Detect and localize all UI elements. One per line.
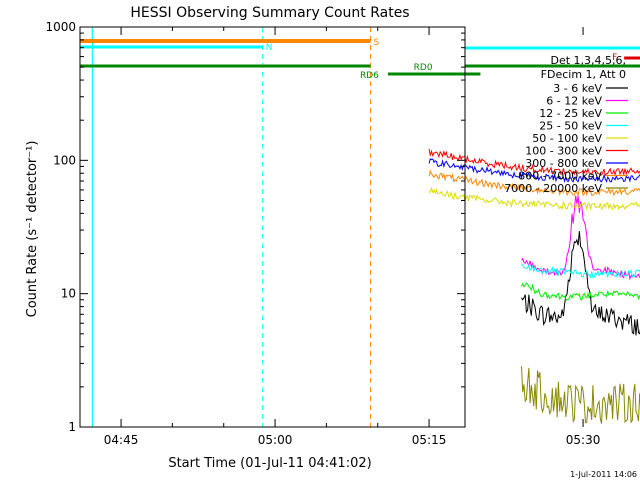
saa-label: S bbox=[374, 38, 380, 48]
x-tick-label-0: 04:45 bbox=[104, 433, 139, 447]
legend-header-line-1: Det 1,3,4,5,6, bbox=[550, 54, 626, 67]
series-line-3 bbox=[521, 263, 640, 279]
y-tick-label-0: 1 bbox=[68, 420, 76, 434]
axes: 04:4505:0005:1505:3005:4506:0006:1511010… bbox=[45, 20, 601, 447]
y-tick-label-2: 100 bbox=[53, 153, 76, 167]
series-line-2 bbox=[521, 282, 640, 301]
series-line-7 bbox=[428, 169, 640, 197]
legend-label-7: 800 - 7000 keV bbox=[518, 170, 602, 183]
series-line-8 bbox=[521, 366, 640, 424]
rd6-label: RD6 bbox=[360, 71, 379, 81]
series-layer bbox=[428, 148, 640, 424]
chart-title: HESSI Observing Summary Count Rates bbox=[130, 5, 409, 21]
plot-frame bbox=[79, 26, 466, 428]
series-line-6 bbox=[428, 158, 640, 183]
legend-header-line-2: FDecim 1, Att 0 bbox=[541, 68, 626, 81]
x-tick-label-2: 05:15 bbox=[412, 433, 447, 447]
x-tick-label-3: 05:30 bbox=[566, 433, 601, 447]
legend-label-2: 12 - 25 keV bbox=[539, 107, 602, 120]
legend-label-3: 25 - 50 keV bbox=[539, 120, 602, 133]
legend-label-1: 6 - 12 keV bbox=[546, 95, 602, 108]
x-axis-label: Start Time (01-Jul-11 04:41:02) bbox=[168, 456, 371, 471]
y-tick-label-1: 10 bbox=[61, 287, 76, 301]
legend-label-8: 7000 - 20000 keV bbox=[504, 182, 602, 195]
footer-timestamp: 1-Jul-2011 14:06 bbox=[570, 470, 637, 479]
series-line-4 bbox=[428, 186, 640, 211]
x-tick-label-1: 05:00 bbox=[258, 433, 293, 447]
series-line-0 bbox=[521, 231, 640, 336]
rd0-label: RD0 bbox=[414, 63, 433, 73]
legend-label-5: 100 - 300 keV bbox=[525, 145, 602, 158]
flare-label: F bbox=[612, 53, 617, 63]
legend-label-6: 300 - 800 keV bbox=[525, 157, 602, 170]
night-label: N bbox=[266, 43, 273, 53]
series-line-5 bbox=[428, 148, 640, 177]
annotation-layer: S N F RD0 RD6 bbox=[80, 27, 640, 427]
legend-label-0: 3 - 6 keV bbox=[553, 82, 602, 95]
y-axis-label: Count Rate (s⁻¹ detector⁻¹) bbox=[25, 141, 40, 318]
y-tick-label-3: 1000 bbox=[45, 20, 76, 34]
legend-label-4: 50 - 100 keV bbox=[532, 132, 602, 145]
